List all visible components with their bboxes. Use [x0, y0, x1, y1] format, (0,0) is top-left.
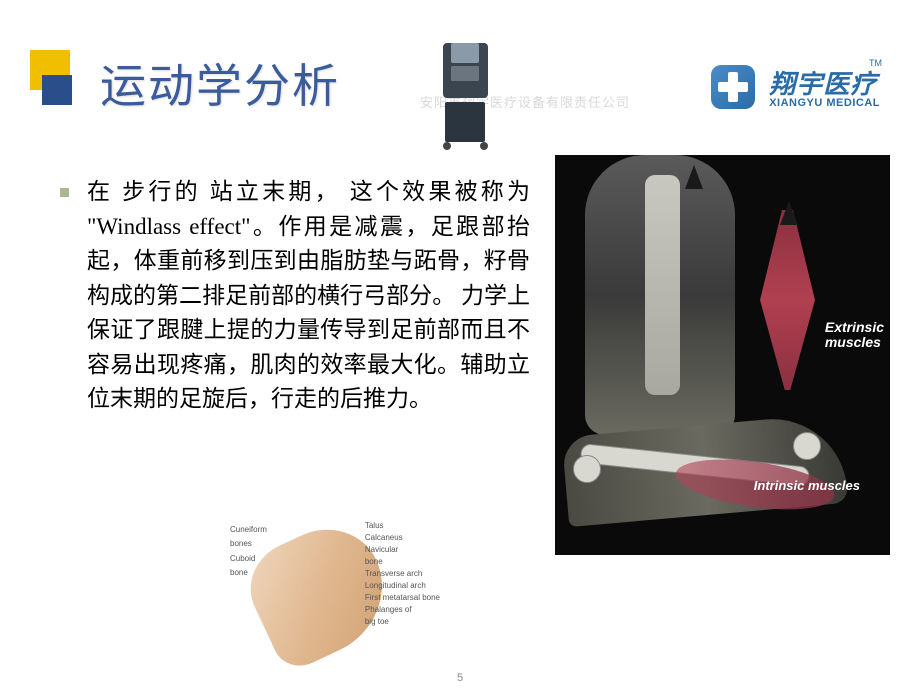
- xray-tibia-bone: [645, 175, 680, 395]
- label-calcaneus: Calcaneus: [365, 532, 440, 544]
- arrow-up-icon: [780, 201, 798, 225]
- page-number: 5: [457, 672, 463, 684]
- label-phalanges2: big toe: [365, 616, 440, 628]
- device-wheels: [438, 144, 493, 150]
- label-cuboid2: bone: [230, 566, 267, 580]
- bullet-square-icon: [60, 188, 69, 197]
- label-metatarsal: First metatarsal bone: [365, 592, 440, 604]
- extrinsic-label: Extrinsic muscles: [825, 320, 884, 351]
- ext-label-line2: muscles: [825, 335, 884, 350]
- device-base: [445, 102, 485, 142]
- logo-text-block: TM 翔宇医疗 XIANGYU MEDICAL: [769, 71, 880, 109]
- logo-tm: TM: [869, 58, 882, 68]
- label-longitudinal: Longitudinal arch: [365, 580, 440, 592]
- foot-bones-diagram: Cuneiform bones Cuboid bone Talus Calcan…: [230, 515, 440, 670]
- band-end-heel: [573, 455, 601, 483]
- intrinsic-label: Intrinsic muscles: [754, 478, 860, 493]
- logo-shield: [711, 65, 755, 109]
- bullet-item: 在 步行的 站立末期， 这个效果被称为 "Windlass effect"。作用…: [60, 175, 530, 417]
- body-paragraph: 在 步行的 站立末期， 这个效果被称为 "Windlass effect"。作用…: [87, 175, 530, 417]
- label-talus: Talus: [365, 520, 440, 532]
- label-cuneiform: Cuneiform: [230, 523, 267, 537]
- accent-blue-square: [42, 75, 72, 105]
- arrow-up-icon: [685, 165, 703, 189]
- title-accent-graphic: [30, 50, 80, 110]
- ext-label-line1: Extrinsic: [825, 320, 884, 335]
- medical-device-image: [430, 38, 500, 158]
- logo-english: XIANGYU MEDICAL: [769, 97, 880, 109]
- label-navicular: Navicular: [365, 544, 440, 556]
- label-phalanges: Phalanges of: [365, 604, 440, 616]
- device-panel: [451, 66, 479, 81]
- slide-title: 运动学分析: [100, 50, 340, 116]
- title-block: 运动学分析: [30, 50, 340, 116]
- slide-container: 运动学分析 安阳市翔宇医疗设备有限责任公司 TM 翔宇医疗 XIANGYU ME…: [0, 0, 920, 690]
- label-cuboid: Cuboid: [230, 552, 267, 566]
- content-area: 在 步行的 站立末期， 这个效果被称为 "Windlass effect"。作用…: [60, 175, 530, 417]
- band-end-toe: [793, 432, 821, 460]
- anatomy-xray-image: Extrinsic muscles Intrinsic muscles: [555, 155, 890, 555]
- logo-cross-horizontal: [718, 82, 748, 92]
- logo-cross-icon: [711, 65, 761, 115]
- device-body: [443, 43, 488, 98]
- extrinsic-muscle-overlay: [760, 210, 815, 390]
- label-cuneiform2: bones: [230, 537, 267, 551]
- logo-chinese: 翔宇医疗: [769, 71, 880, 97]
- foot-left-labels: Cuneiform bones Cuboid bone: [230, 523, 267, 581]
- foot-right-labels: Talus Calcaneus Navicular bone Transvers…: [365, 520, 440, 628]
- company-logo: TM 翔宇医疗 XIANGYU MEDICAL: [711, 62, 880, 118]
- device-screen: [451, 43, 479, 63]
- label-navicular2: bone: [365, 556, 440, 568]
- label-transverse: Transverse arch: [365, 568, 440, 580]
